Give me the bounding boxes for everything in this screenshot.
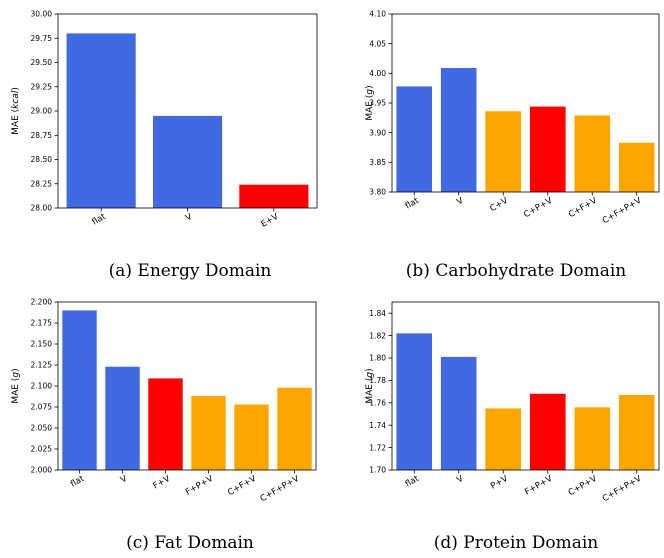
x-tick-label: C+F+V xyxy=(567,196,599,220)
chart-0: 28.00 28.25 28.50 28.75 29.00 29.25 29.50 29.75… xyxy=(11,10,318,281)
y-tick-label: 3.90 xyxy=(369,128,386,137)
y-tick-label: 1.80 xyxy=(369,354,386,363)
x-tick-label: V xyxy=(455,474,465,486)
bar-E+V xyxy=(239,184,309,208)
x-tick-label: V xyxy=(119,474,129,486)
y-tick-label: 4.05 xyxy=(369,39,386,48)
y-tick-label: 3.95 xyxy=(369,99,386,108)
y-tick-label: 30.00 xyxy=(31,10,53,19)
chart-1: 3.80 3.85 3.90 3.95 4.00 4.05 4.10 flat V C+V C+P+… xyxy=(365,10,660,281)
y-axis-label: MAE (g) xyxy=(365,85,375,120)
x-tick-label: F+P+V xyxy=(184,474,215,498)
y-axis-label: MAE (g) xyxy=(11,368,21,403)
y-tick-label: 28.25 xyxy=(31,179,53,188)
x-tick-label: C+V xyxy=(488,196,510,214)
y-tick-label: 1.84 xyxy=(369,309,386,318)
y-tick-label: 29.00 xyxy=(31,107,53,116)
bar-C+V xyxy=(485,111,521,192)
y-tick-label: 1.82 xyxy=(369,331,386,340)
y-tick-label: 1.78 xyxy=(369,376,386,385)
bar-C+F+P+V xyxy=(619,395,655,470)
bar-flat xyxy=(62,310,97,470)
y-tick-label: 2.100 xyxy=(31,382,53,391)
x-tick-label: C+P+V xyxy=(522,196,554,220)
y-tick-label: 29.25 xyxy=(31,82,53,91)
y-tick-label: 4.10 xyxy=(369,10,386,19)
x-tick-label: C+F+P+V xyxy=(259,474,302,504)
x-tick-label: F+P+V xyxy=(523,474,554,498)
bar-flat xyxy=(66,33,136,209)
x-tick-label: F+V xyxy=(152,474,173,492)
y-tick-label: 1.72 xyxy=(369,443,386,452)
bar-C+F+V xyxy=(574,115,611,192)
x-tick-label: V xyxy=(184,212,194,224)
bar-F+P+V xyxy=(191,396,226,470)
y-tick-label: 2.175 xyxy=(31,319,53,328)
bar-V xyxy=(153,115,223,208)
y-tick-label: 29.75 xyxy=(31,34,53,43)
y-tick-label: 2.000 xyxy=(31,466,53,475)
y-tick-label: 2.025 xyxy=(31,445,53,454)
y-tick-label: 29.50 xyxy=(31,58,53,67)
y-tick-label: 1.74 xyxy=(369,421,386,430)
x-tick-label: flat xyxy=(404,474,422,490)
x-tick-label: flat xyxy=(404,196,422,212)
bar-V xyxy=(440,356,477,470)
bar-C+F+P+V xyxy=(619,142,655,192)
bar-C+P+V xyxy=(574,407,611,470)
x-tick-label: C+F+P+V xyxy=(601,196,644,226)
y-tick-label: 4.00 xyxy=(369,69,386,78)
bar-F+P+V xyxy=(530,393,566,470)
y-tick-label: 2.125 xyxy=(31,361,53,370)
y-tick-label: 2.150 xyxy=(31,340,53,349)
x-tick-label: flat xyxy=(69,474,87,490)
bar-C+F+P+V xyxy=(277,387,312,470)
axes-frame xyxy=(391,301,660,471)
y-axis-label: MAE (kcal) xyxy=(11,87,21,135)
y-tick-label: 2.200 xyxy=(31,298,53,307)
chart-caption: (c) Fat Domain xyxy=(126,533,254,553)
y-tick-label: 3.85 xyxy=(369,158,386,167)
chart-3: 1.70 1.72 1.74 1.76 1.78 1.80 1.82 1.84 flat V P+V… xyxy=(365,301,660,553)
chart-caption: (a) Energy Domain xyxy=(109,261,272,281)
bar-C+P+V xyxy=(530,106,566,192)
bar-V xyxy=(105,366,140,470)
y-tick-label: 3.80 xyxy=(369,188,386,197)
y-tick-label: 1.70 xyxy=(369,466,386,475)
x-tick-label: flat xyxy=(91,212,109,228)
y-tick-label: 28.00 xyxy=(31,204,53,213)
bar-P+V xyxy=(485,408,521,470)
bar-flat xyxy=(396,333,432,470)
y-tick-label: 2.075 xyxy=(31,403,53,412)
bar-flat xyxy=(396,86,432,192)
x-tick-label: C+F+P+V xyxy=(601,474,644,504)
bar-C+F+V xyxy=(234,404,269,470)
chart-caption: (b) Carbohydrate Domain xyxy=(406,261,626,281)
bar-F+V xyxy=(148,378,183,470)
y-tick-label: 1.76 xyxy=(369,399,386,408)
y-axis-label: MAE (g) xyxy=(365,368,375,403)
x-tick-label: E+V xyxy=(259,212,280,230)
axes-frame xyxy=(391,13,660,193)
y-tick-label: 28.75 xyxy=(31,131,53,140)
x-tick-label: V xyxy=(455,196,465,208)
bar-V xyxy=(440,68,477,192)
y-tick-label: 28.50 xyxy=(31,155,53,164)
x-tick-label: C+P+V xyxy=(567,474,599,498)
chart-2: 2.000 2.025 2.050 2.075 2.100 2.125 2.150 2.175… xyxy=(11,298,317,553)
x-tick-label: P+V xyxy=(489,474,510,492)
y-tick-label: 2.050 xyxy=(31,424,53,433)
x-tick-label: C+F+V xyxy=(226,474,258,498)
chart-caption: (d) Protein Domain xyxy=(434,533,599,553)
